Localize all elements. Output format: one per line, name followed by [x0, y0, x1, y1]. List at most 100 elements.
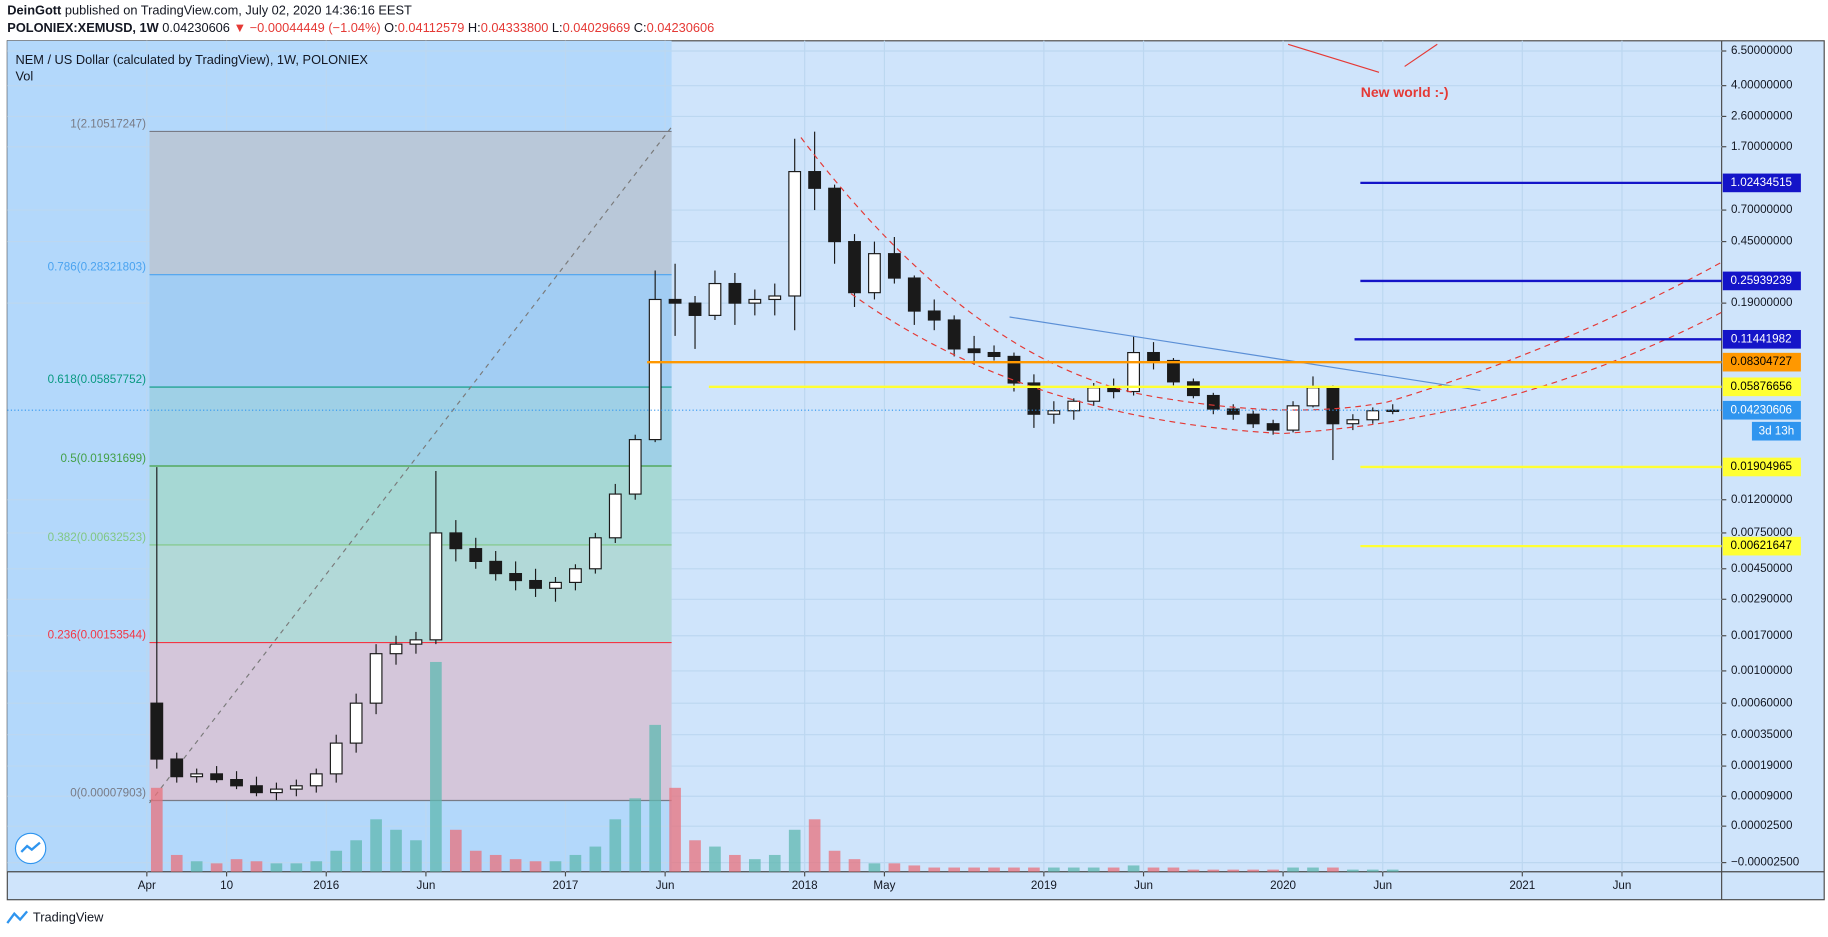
candle-body [1286, 405, 1300, 431]
volume-bar [888, 863, 901, 872]
volume-bar [1107, 867, 1120, 872]
volume-bar [709, 846, 721, 872]
volume-bar [1207, 869, 1220, 872]
candle-body [1167, 359, 1180, 383]
volume-bar [290, 863, 303, 872]
price-badge [1722, 400, 1801, 420]
author: DeinGott [7, 3, 62, 18]
price-badge-label: 0.00621647 [1731, 539, 1793, 552]
x-tick-label: Jun [1373, 879, 1392, 892]
price-badge [1722, 173, 1801, 193]
fib-label: 0.786(0.28321803) [48, 261, 147, 274]
candle-body [529, 579, 542, 589]
volume-bar [330, 850, 343, 872]
ohlc-key: H: [468, 21, 481, 36]
candle-body [349, 702, 363, 744]
candle-body [309, 773, 323, 787]
x-tick-label: 2020 [1270, 879, 1296, 892]
volume-bar [669, 787, 681, 872]
fib-label: 0.236(0.00153544) [48, 629, 147, 642]
candle-body [1186, 381, 1200, 397]
volume-bar [1227, 869, 1240, 872]
volume-bar [1187, 869, 1200, 872]
y-tick-label: 1.70000000 [1731, 140, 1793, 153]
candle-body [728, 282, 742, 304]
volume-bar [449, 829, 462, 872]
volume [150, 661, 1399, 872]
volume-label: Vol [15, 68, 33, 83]
price-lines: 1.02434515 0.25939239 0.11441982 0.08304727… [7, 173, 1801, 556]
candle-body [768, 295, 782, 301]
candle-body [1027, 382, 1041, 415]
candle-body [887, 253, 901, 279]
volume-bar [868, 863, 881, 872]
volume-bar [749, 859, 761, 872]
candle-body [588, 537, 602, 570]
candle-body [509, 573, 523, 582]
y-tick-label: 0.00035000 [1731, 728, 1793, 741]
candle-body [1087, 387, 1101, 402]
x-tick-label: Jun [417, 879, 436, 892]
volume-bar [589, 846, 602, 872]
price: 0.04230606 [162, 21, 230, 36]
candle-body [608, 493, 622, 539]
candle-body [210, 773, 224, 781]
fib-label: 0.382(0.00632523) [48, 531, 147, 544]
header-line-2: POLONIEX:XEMUSD, 1W 0.04230606 ▼ −0.0004… [7, 21, 714, 36]
candles [150, 131, 1400, 801]
candle-body [788, 171, 802, 297]
candle-body [1346, 419, 1360, 425]
candle-body [848, 241, 861, 294]
volume-bar [1048, 867, 1060, 872]
candle-body [708, 282, 722, 316]
volume-bar [1366, 869, 1379, 872]
y-tick-label: 0.00060000 [1731, 696, 1793, 709]
candle-body [828, 187, 841, 243]
volume-bar [489, 854, 502, 872]
ohlc-value: 0.04333800 [481, 21, 549, 36]
candle-body [688, 302, 702, 316]
price-badge [1722, 352, 1801, 372]
volume-bar [1167, 867, 1180, 872]
volume-bar [649, 724, 661, 872]
volume-bar [469, 850, 482, 872]
annotation: New world :-) [1361, 84, 1449, 100]
fib-zone [149, 387, 672, 466]
volume-bar [1028, 867, 1040, 872]
price-badge-label: 0.01904965 [1731, 460, 1793, 473]
candle-body [868, 253, 881, 294]
volume-bar [170, 854, 183, 872]
volume-bar [1267, 869, 1279, 872]
x-tick-label: May [873, 879, 895, 892]
candle-body [947, 319, 961, 350]
volume-bar [928, 867, 941, 872]
fib-zone [149, 465, 672, 545]
candle-body [1366, 410, 1380, 421]
arc-upper [800, 137, 1722, 411]
candle-body [967, 348, 981, 354]
y-tick-label: 0.45000000 [1731, 235, 1793, 248]
y-tick-label: 0.70000000 [1731, 203, 1793, 216]
candle-body [489, 560, 503, 575]
fib-label: 0.618(0.05857752) [48, 373, 147, 386]
candle-body [628, 439, 642, 495]
candle-body [409, 639, 423, 645]
y-tick-label: 2.60000000 [1731, 109, 1793, 122]
ohlc-key: O: [384, 21, 398, 36]
candle-body [150, 702, 164, 760]
change: ▼ −0.00044449 (−1.04%) [233, 21, 380, 36]
volume-bar [948, 867, 961, 872]
volume-bar [250, 861, 263, 872]
volume-bar [1307, 867, 1319, 872]
x-tick-label: 2018 [792, 879, 818, 892]
annotation-arrow [1404, 43, 1438, 67]
candle-body [1047, 410, 1061, 415]
candle-body [1246, 413, 1260, 425]
volume-bar [430, 661, 442, 872]
ohlc-value: 0.04029669 [563, 21, 631, 36]
volume-bar [988, 867, 1000, 872]
y-tick-label: 0.00100000 [1731, 664, 1793, 677]
volume-bar [230, 859, 243, 872]
fib-label: 0(0.00007903) [70, 787, 146, 800]
y-tick-label: 0.00019000 [1731, 759, 1793, 772]
